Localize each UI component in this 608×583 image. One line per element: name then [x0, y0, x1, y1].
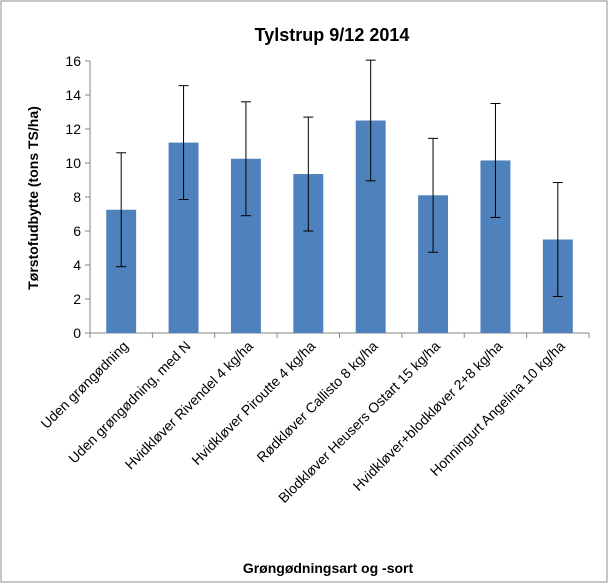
x-axis-title: Grøngødningsart og -sort — [243, 560, 414, 576]
y-tick-label: 0 — [73, 325, 81, 341]
y-axis-title: Tørstofudbytte (tons TS/ha) — [25, 106, 41, 290]
y-tick-label: 16 — [65, 53, 81, 69]
y-tick-label: 2 — [73, 291, 81, 307]
y-tick-label: 4 — [73, 257, 81, 273]
chart-title: Tylstrup 9/12 2014 — [255, 25, 410, 45]
y-tick-label: 10 — [65, 155, 81, 171]
y-tick-label: 14 — [65, 87, 81, 103]
y-tick-label: 8 — [73, 189, 81, 205]
y-tick-label: 12 — [65, 121, 81, 137]
y-tick-label: 6 — [73, 223, 81, 239]
